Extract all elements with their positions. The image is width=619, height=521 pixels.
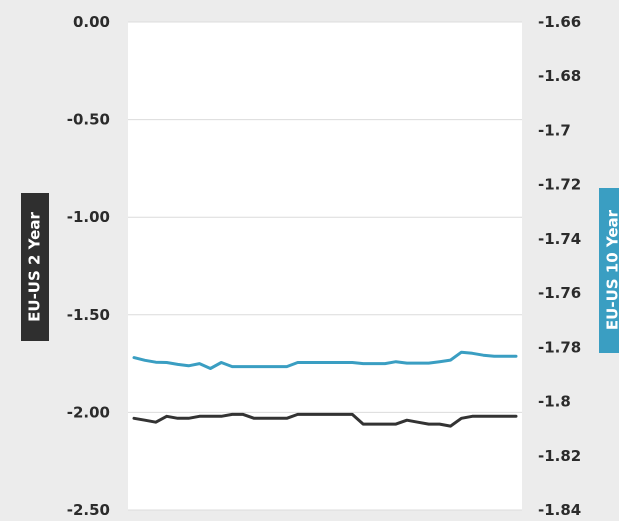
right-tick-label: -1.76 xyxy=(538,284,581,302)
right-tick-label: -1.78 xyxy=(538,338,581,356)
left-tick-label: -0.50 xyxy=(67,111,110,129)
series-line-eu-us-2-year xyxy=(132,412,518,428)
left-tick-label: -1.50 xyxy=(67,306,110,324)
right-tick-label: -1.74 xyxy=(538,230,581,248)
left-tick-label: 0.00 xyxy=(73,13,110,31)
left-axis-label-text: EU-US 2 Year xyxy=(26,212,44,322)
gridlines xyxy=(128,21,522,511)
right-tick-label: -1.82 xyxy=(538,447,581,465)
left-axis-label-bg xyxy=(21,193,49,341)
right-axis-label-text: EU-US 10 Year xyxy=(604,209,619,330)
right-axis-label: EU-US 10 Year xyxy=(599,188,619,353)
right-tick-label: -1.68 xyxy=(538,67,581,85)
plot-area xyxy=(128,22,522,510)
right-tick-label: -1.8 xyxy=(538,393,571,411)
right-tick-label: -1.7 xyxy=(538,121,571,139)
left-tick-label: -2.00 xyxy=(67,403,110,421)
left-tick-label: -1.00 xyxy=(67,208,110,226)
series-line-eu-us-10-year xyxy=(132,350,518,370)
right-axis-label-bg xyxy=(599,188,619,353)
series-lines xyxy=(132,350,518,428)
right-tick-label: -1.66 xyxy=(538,13,581,31)
right-axis-ticks: -1.66 -1.68 -1.7 -1.72 -1.74 -1.76 -1.78 -1.8 -1… xyxy=(538,13,581,519)
right-tick-label: -1.72 xyxy=(538,176,581,194)
right-tick-label: -1.84 xyxy=(538,501,581,519)
left-axis-label: EU-US 2 Year xyxy=(21,193,49,341)
left-tick-label: -2.50 xyxy=(67,501,110,519)
left-axis-ticks: 0.00 -0.50 -1.00 -1.50 -2.00 -2.50 xyxy=(67,13,110,519)
